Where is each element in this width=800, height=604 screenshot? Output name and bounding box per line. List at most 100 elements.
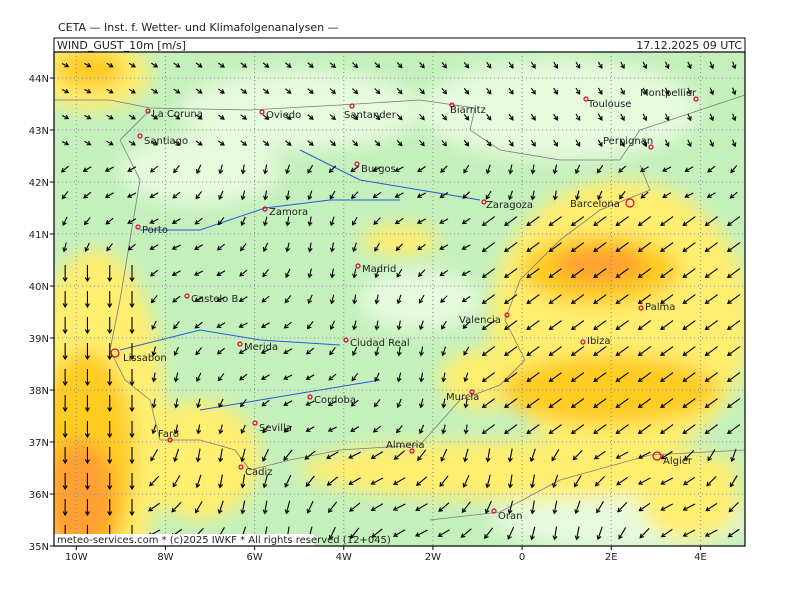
wind-arrow — [351, 373, 359, 382]
wind-arrow — [396, 372, 402, 383]
wind-arrow — [352, 140, 359, 147]
wind-arrow — [195, 88, 203, 94]
city-label: Zaragoza — [486, 200, 533, 211]
wind-arrow — [239, 373, 248, 381]
wind-arrow — [570, 320, 585, 331]
wind-arrow — [637, 372, 652, 383]
wind-arrow — [218, 474, 224, 489]
wind-arrow — [238, 296, 248, 302]
wind-arrow — [481, 398, 496, 409]
wind-arrow — [726, 294, 741, 305]
wind-arrow — [726, 398, 741, 409]
wind-arrow — [463, 448, 469, 463]
wind-arrow — [149, 218, 159, 224]
wind-arrow — [441, 424, 447, 435]
wind-arrow — [260, 348, 271, 354]
wind-arrow — [218, 114, 225, 120]
y-tick-label: 36N — [29, 490, 49, 501]
wind-arrow — [551, 449, 560, 462]
wind-arrow — [352, 242, 357, 253]
wind-arrow — [615, 320, 629, 331]
wind-arrow — [262, 500, 268, 515]
wind-arrow — [552, 526, 558, 541]
wind-arrow — [437, 529, 450, 537]
wind-arrow — [504, 424, 518, 435]
wind-arrow — [374, 346, 380, 357]
wind-arrow — [684, 166, 694, 172]
footer: meteo-services.com * (c)2025 IWKF * All … — [57, 535, 391, 546]
x-tick-label: 4W — [336, 552, 352, 563]
city-label: Algier — [663, 456, 693, 467]
wind-arrow — [507, 448, 513, 463]
wind-arrow — [218, 140, 225, 146]
wind-arrow — [575, 87, 581, 95]
wind-arrow — [463, 372, 469, 383]
wind-arrow — [262, 216, 268, 227]
wind-arrow — [481, 346, 496, 357]
wind-arrow — [107, 499, 113, 517]
wind-arrow — [731, 61, 737, 70]
city-marker — [583, 96, 589, 102]
wind-arrow — [593, 268, 607, 279]
city-marker — [409, 448, 415, 454]
wind-arrow — [372, 166, 382, 172]
wind-arrow — [481, 372, 496, 383]
wind-arrow — [570, 424, 585, 435]
wind-arrow — [285, 140, 292, 146]
wind-arrow — [172, 475, 181, 488]
wind-arrow — [217, 373, 225, 382]
wind-arrow — [84, 114, 92, 120]
wind-arrow — [240, 448, 246, 463]
city-label: Sevilla — [259, 423, 292, 434]
wind-arrow — [195, 140, 203, 146]
wind-arrow — [396, 88, 403, 95]
wind-arrow — [530, 190, 536, 201]
wind-arrow — [396, 140, 403, 147]
wind-arrow — [463, 164, 470, 174]
city-label: Biarritz — [450, 105, 486, 116]
wind-arrow — [371, 528, 383, 538]
wind-arrow — [418, 320, 424, 331]
wind-arrow — [730, 165, 738, 174]
wind-arrow — [570, 372, 585, 383]
wind-arrow — [419, 372, 425, 383]
wind-arrow — [195, 347, 203, 356]
wind-arrow — [218, 164, 224, 175]
wind-arrow — [615, 346, 629, 357]
city-marker — [135, 224, 141, 230]
wind-arrow — [84, 421, 90, 439]
wind-arrow — [526, 424, 540, 435]
wind-arrow — [637, 451, 651, 459]
wind-arrow — [461, 295, 471, 303]
wind-arrow — [329, 347, 336, 356]
wind-arrow — [129, 265, 135, 283]
wind-arrow — [62, 265, 68, 283]
city-marker — [252, 420, 258, 426]
wind-arrow — [529, 526, 536, 541]
wind-arrow — [441, 372, 447, 383]
wind-arrow — [486, 113, 492, 121]
wind-arrow — [128, 140, 136, 146]
wind-arrow — [285, 114, 292, 120]
wind-arrow — [106, 88, 114, 94]
wind-arrow — [596, 165, 604, 174]
wind-arrow — [441, 398, 447, 409]
wind-arrow — [395, 243, 404, 252]
city-marker — [355, 263, 361, 269]
wind-arrow — [463, 139, 470, 147]
city-marker — [262, 206, 268, 212]
wind-arrow — [107, 369, 113, 387]
wind-arrow — [416, 218, 427, 224]
wind-arrow — [84, 317, 90, 335]
wind-arrow — [240, 114, 248, 120]
wind-arrow — [709, 61, 715, 70]
wind-arrow — [374, 88, 381, 95]
wind-arrow — [662, 192, 672, 198]
wind-arrow — [151, 424, 157, 435]
city-label: Oviedo — [266, 110, 301, 121]
wind-arrow — [83, 191, 92, 199]
city-label: Toulouse — [587, 99, 631, 110]
wind-arrow — [439, 269, 449, 277]
wind-arrow — [240, 216, 246, 227]
wind-arrow — [616, 476, 629, 486]
